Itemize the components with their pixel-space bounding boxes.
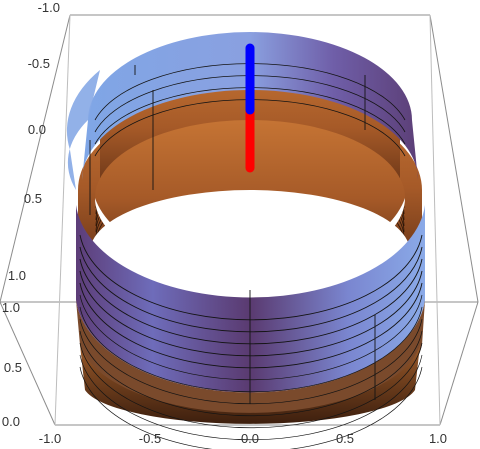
back-axis-tick: -1.0 [38,0,60,15]
front-axis-tick: 1.0 [2,300,20,315]
back-axis-tick: 0.5 [24,191,42,206]
cylinder-outer-top [66,32,418,190]
back-axis-tick: 1.0 [8,268,26,283]
bottom-axis-tick: 0.5 [336,431,354,446]
front-axis-tick: 0.0 [2,414,20,429]
back-axis-tick: 0.0 [28,122,46,137]
front-axis-tick: 0.5 [4,360,22,375]
bottom-axis-tick: -1.0 [39,431,61,446]
bottom-axis-tick: -0.5 [139,431,161,446]
cylinder-opening [90,120,410,314]
bottom-axis-tick: 1.0 [429,431,447,446]
back-axis-tick: -0.5 [28,56,50,71]
bottom-axis-tick: 0.0 [241,431,259,446]
surface-seam-lines [89,65,376,404]
axis-tick-labels: -1.0 -0.5 0.0 0.5 1.0 1.0 0.5 0.0 -1.0 -0.5 0.0 0.5… [2,0,447,446]
